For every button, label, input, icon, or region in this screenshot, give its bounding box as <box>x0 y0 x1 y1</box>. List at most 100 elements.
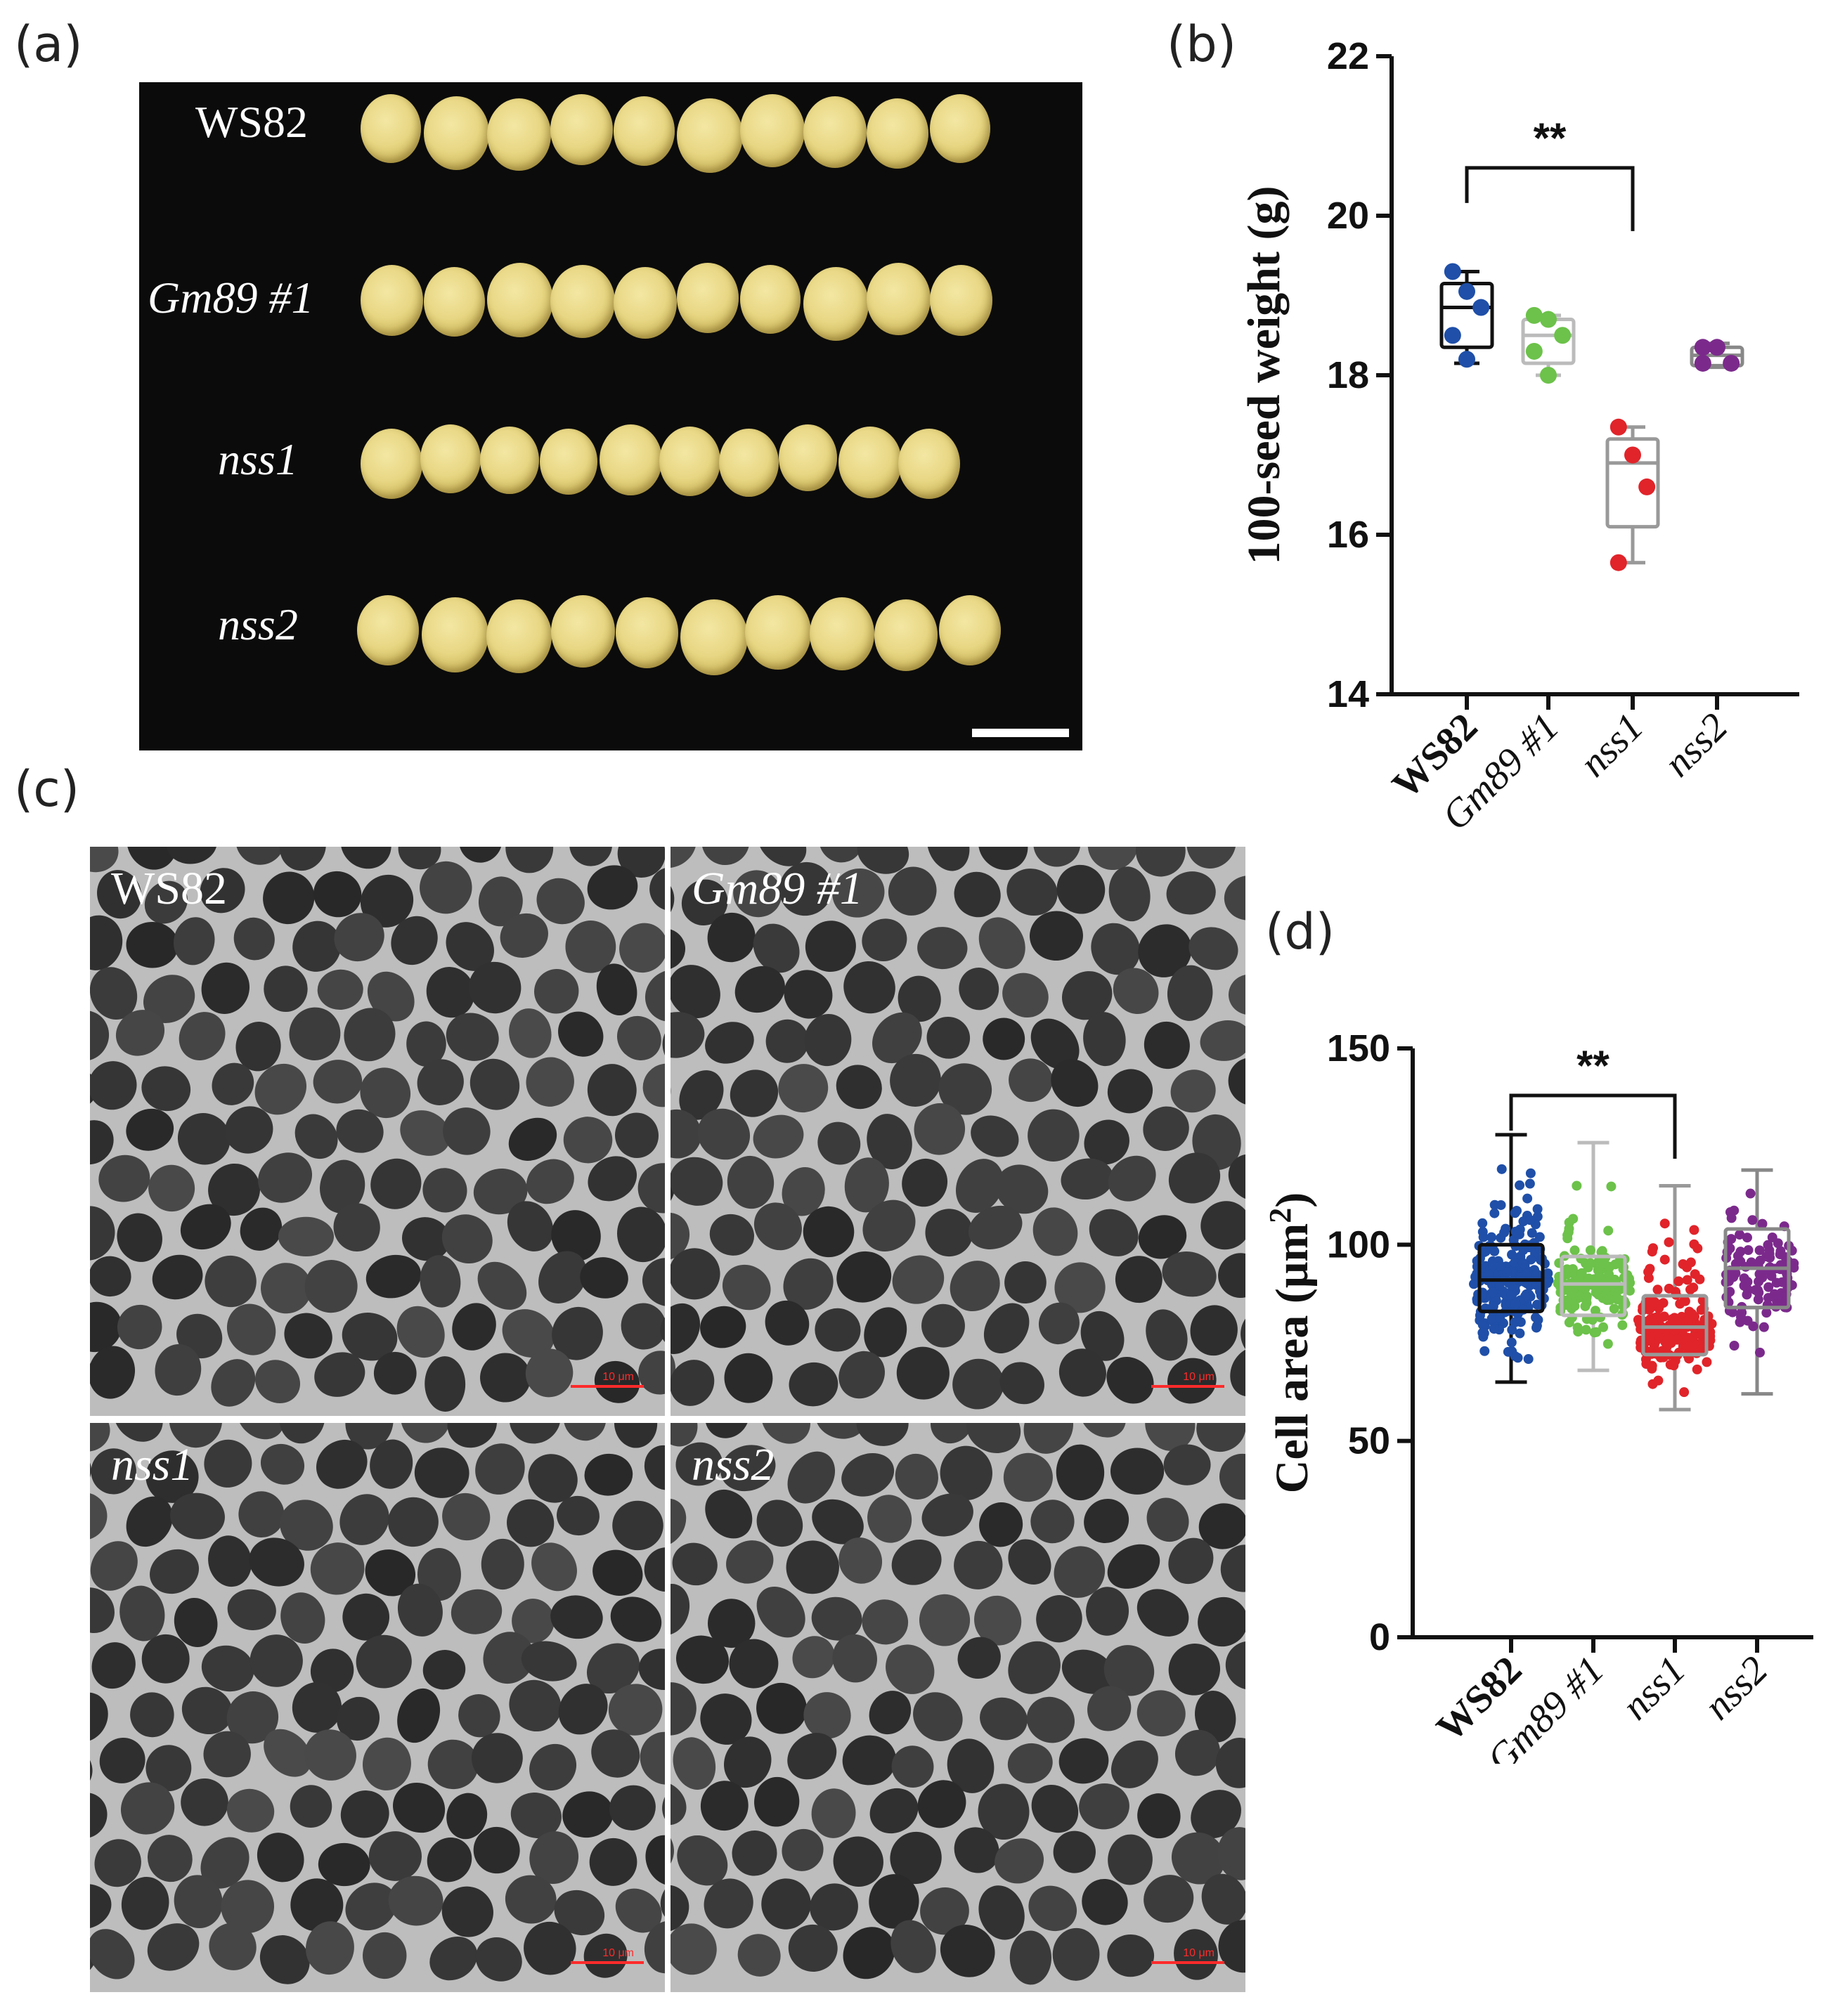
cell <box>1110 1448 1165 1495</box>
cell <box>671 928 686 970</box>
cell <box>388 1875 443 1926</box>
cell <box>968 1205 1023 1249</box>
cell <box>1053 1830 1096 1873</box>
cell <box>254 1360 301 1403</box>
cell <box>1135 847 1186 877</box>
cell <box>783 1258 834 1310</box>
cell <box>940 1925 995 1977</box>
micrograph-label: nss1 <box>111 1439 194 1490</box>
cell <box>263 871 315 925</box>
cell <box>360 874 414 928</box>
cell <box>147 1923 200 1971</box>
cell <box>587 1064 637 1117</box>
data-point <box>1523 1354 1534 1365</box>
cell <box>638 1351 665 1395</box>
cell <box>305 1921 354 1975</box>
cell <box>587 865 638 910</box>
cell <box>614 1423 658 1448</box>
cell <box>508 1117 557 1161</box>
cell <box>483 1632 534 1684</box>
data-point <box>1515 1317 1526 1327</box>
data-point <box>1478 1232 1489 1242</box>
cell <box>344 1008 396 1062</box>
cell <box>370 1439 413 1489</box>
cell <box>250 1634 303 1687</box>
cell <box>507 1201 554 1251</box>
cell <box>150 1549 200 1594</box>
cell <box>258 1152 313 1203</box>
seed <box>550 265 615 338</box>
seed <box>930 94 990 163</box>
cell <box>1008 1539 1051 1585</box>
cell <box>1201 1873 1245 1925</box>
data-point <box>1564 1318 1574 1328</box>
data-point <box>1563 1298 1574 1308</box>
cell <box>507 1499 555 1547</box>
data-point <box>1685 1285 1696 1295</box>
seed <box>422 597 488 672</box>
data-point <box>1468 1279 1479 1289</box>
cell <box>921 1493 973 1537</box>
cell <box>1030 1500 1075 1544</box>
cell <box>591 1729 640 1778</box>
seed <box>803 96 867 168</box>
data-point <box>1501 1267 1512 1277</box>
cell <box>478 876 523 927</box>
cell <box>778 1064 829 1113</box>
cell <box>280 1592 325 1644</box>
cell <box>681 879 728 925</box>
cell <box>811 1596 862 1641</box>
cell <box>671 1109 702 1159</box>
cell <box>978 1885 1025 1940</box>
cell <box>90 1010 110 1061</box>
data-point <box>1585 1245 1595 1256</box>
cell <box>227 1589 276 1631</box>
cell <box>838 1537 883 1584</box>
cell <box>954 1827 999 1873</box>
cell <box>838 1351 885 1399</box>
cell <box>471 1733 523 1783</box>
box <box>1605 437 1660 529</box>
cell <box>509 1679 562 1732</box>
cell <box>201 962 250 1014</box>
cell <box>671 1212 690 1260</box>
cell <box>238 1491 285 1537</box>
cell <box>705 1489 753 1539</box>
cell <box>1108 1834 1153 1885</box>
data-point <box>1773 1238 1783 1249</box>
cell <box>1166 871 1216 915</box>
cell <box>1186 847 1236 869</box>
cell <box>1026 1696 1075 1743</box>
cell <box>181 1686 233 1735</box>
cell <box>995 1838 1044 1884</box>
data-point <box>1479 1346 1490 1356</box>
cell <box>290 1785 332 1828</box>
data-point <box>1743 1245 1754 1256</box>
cell <box>279 847 326 871</box>
cell <box>638 1648 665 1690</box>
data-point <box>1675 1299 1685 1309</box>
cell <box>588 1156 637 1202</box>
cell <box>803 1692 851 1739</box>
cell <box>345 1423 394 1450</box>
cell <box>1163 1444 1211 1485</box>
cell <box>617 847 665 878</box>
data-point <box>1587 1315 1598 1325</box>
micrograph-scale-text: 10 μm <box>1183 1371 1215 1383</box>
data-point <box>1754 1245 1765 1256</box>
cell <box>1083 1012 1126 1067</box>
cell <box>208 1535 252 1587</box>
cell <box>730 1069 779 1117</box>
cell <box>393 1782 446 1833</box>
seed <box>680 599 748 675</box>
cell <box>644 1920 665 1974</box>
data-point <box>1489 1324 1499 1334</box>
data-point <box>1487 1232 1497 1242</box>
seed <box>810 597 874 670</box>
cell <box>1080 1423 1126 1438</box>
cell <box>1146 1497 1189 1542</box>
cell <box>119 1585 165 1641</box>
data-point <box>1732 1251 1743 1261</box>
micrograph-scale-bar <box>1151 1961 1224 1964</box>
cell <box>174 1875 223 1929</box>
